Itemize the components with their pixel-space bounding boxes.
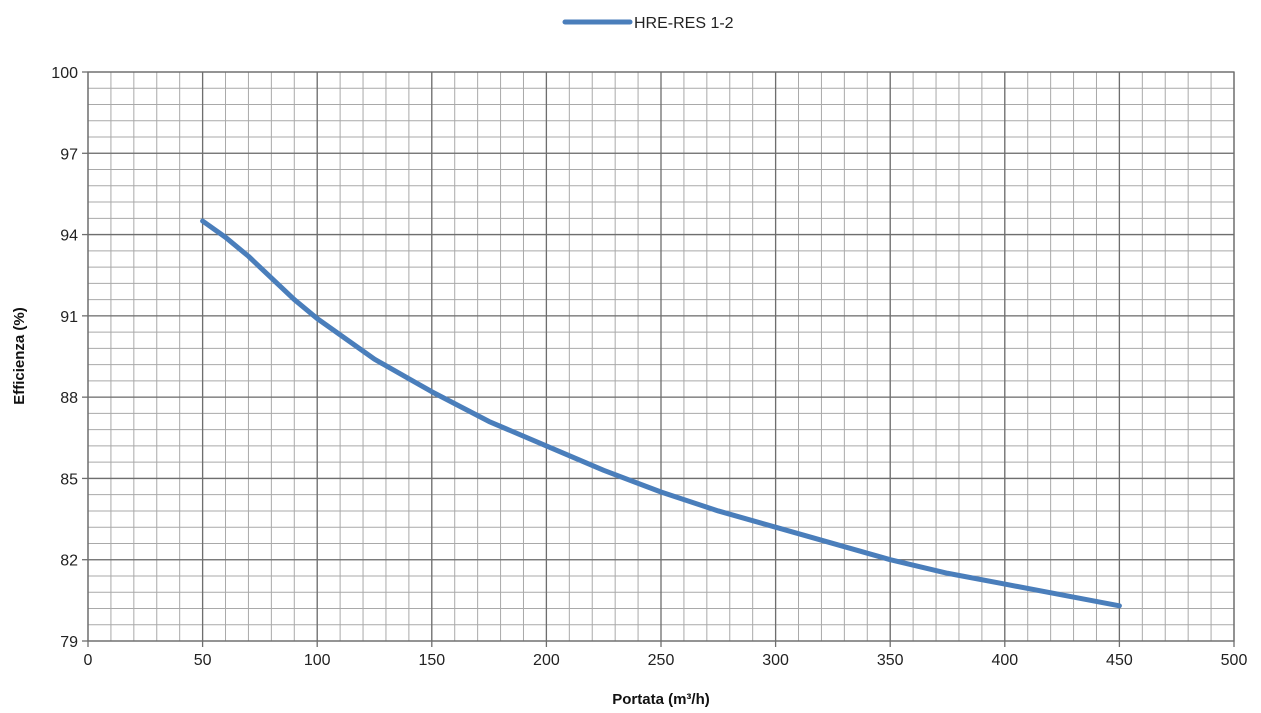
x-tick-label: 250: [648, 652, 675, 669]
major-grid: [88, 72, 1234, 641]
x-tick-label: 150: [418, 652, 445, 669]
y-tick-label: 88: [60, 390, 78, 407]
x-axis-title: Portata (m³/h): [612, 691, 710, 708]
x-tick-label: 300: [762, 652, 789, 669]
y-tick-label: 100: [51, 65, 78, 82]
y-tick-label: 79: [60, 634, 78, 651]
x-tick-label: 450: [1106, 652, 1133, 669]
y-axis-title: Efficienza (%): [11, 307, 28, 405]
legend: HRE-RES 1-2: [565, 15, 734, 32]
x-tick-label: 0: [84, 652, 93, 669]
y-tick-label: 94: [60, 228, 78, 245]
y-tick-labels: 79 82 85 88 91 94 97 100: [51, 65, 78, 651]
y-tick-label: 91: [60, 309, 78, 326]
y-tick-label: 85: [60, 471, 78, 488]
x-tick-label: 50: [194, 652, 212, 669]
x-tick-label: 350: [877, 652, 904, 669]
x-tick-label: 200: [533, 652, 560, 669]
x-tick-label: 400: [991, 652, 1018, 669]
y-tick-label: 82: [60, 553, 78, 570]
x-tick-label: 100: [304, 652, 331, 669]
x-tick-label: 500: [1221, 652, 1248, 669]
y-tick-label: 97: [60, 146, 78, 163]
x-tick-labels: 0 50 100 150 200 250 300 350 400 450 500: [84, 652, 1248, 669]
axes: [82, 72, 1234, 647]
legend-label-series-1: HRE-RES 1-2: [634, 15, 734, 32]
